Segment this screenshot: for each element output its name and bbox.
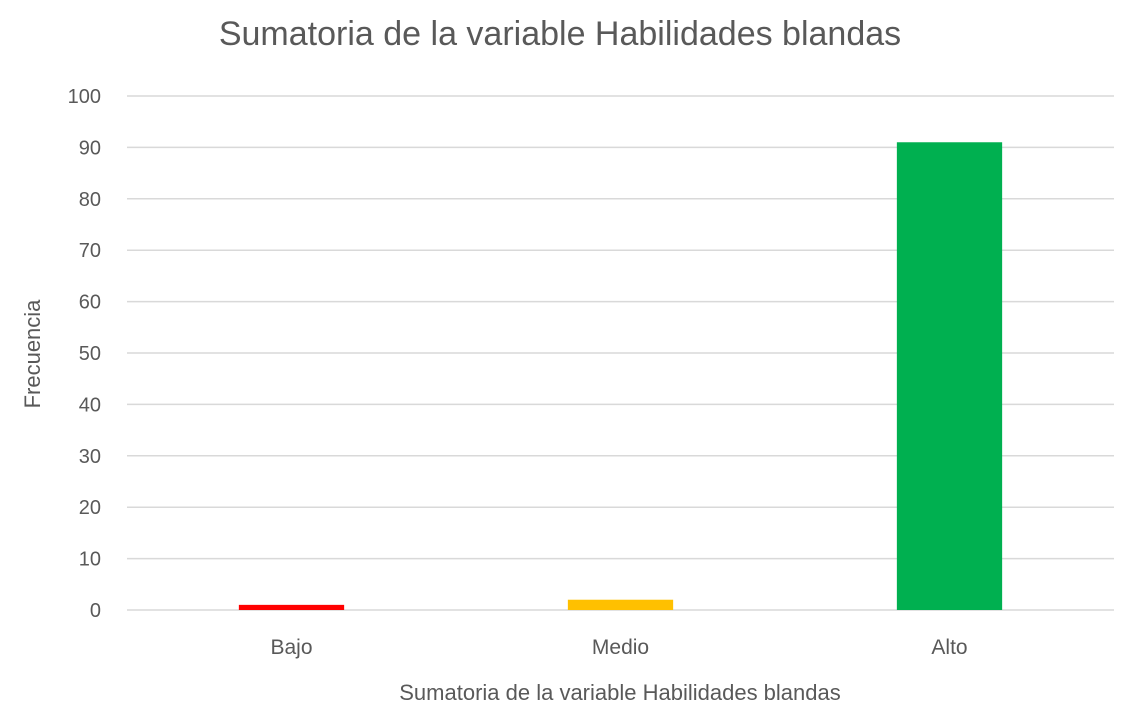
y-tick-label: 90 [79,137,101,159]
y-tick-label: 100 [68,86,101,108]
x-tick-label: Alto [931,636,967,659]
y-tick-label: 50 [79,343,101,365]
bar-bajo [238,604,345,610]
y-tick-label: 0 [90,600,101,622]
y-tick-label: 20 [79,497,101,519]
x-tick-label: Bajo [270,636,312,659]
y-tick-label: 10 [79,549,101,571]
y-axis-ticks: 0 10 20 30 40 50 60 70 80 90 100 [68,86,101,622]
x-axis-ticks: Bajo Medio Alto [270,636,967,659]
y-tick-label: 40 [79,394,101,416]
y-tick-label: 80 [79,189,101,211]
y-tick-label: 70 [79,240,101,262]
bars [238,142,1003,610]
y-tick-label: 60 [79,292,101,314]
x-tick-label: Medio [592,636,649,659]
bar-medio [567,599,674,610]
y-axis-title: Frecuencia [20,299,45,409]
x-axis-title: Sumatoria de la variable Habilidades bla… [399,680,841,705]
chart-title: Sumatoria de la variable Habilidades bla… [219,15,901,53]
y-tick-label: 30 [79,446,101,468]
bar-alto [896,142,1003,610]
